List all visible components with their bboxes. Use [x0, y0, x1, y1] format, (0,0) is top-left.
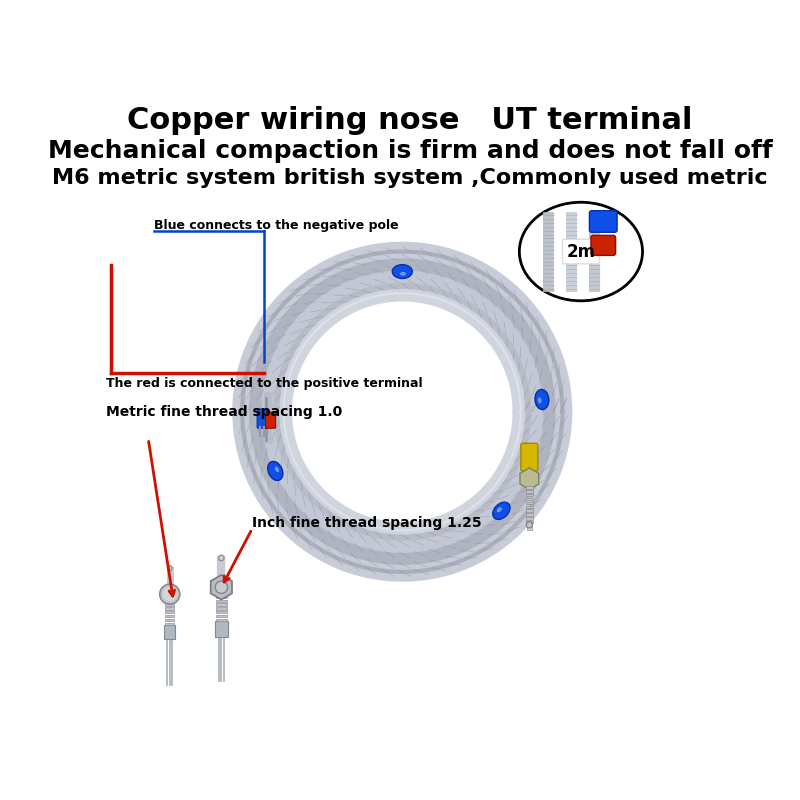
Circle shape — [215, 581, 227, 594]
Bar — [566, 211, 577, 291]
Text: M6 metric system british system ,Commonly used metric: M6 metric system british system ,Commonl… — [52, 168, 768, 188]
FancyBboxPatch shape — [591, 235, 615, 255]
Bar — [216, 615, 226, 618]
Bar — [165, 615, 174, 618]
Bar — [527, 522, 532, 530]
Ellipse shape — [538, 398, 542, 403]
Bar — [165, 599, 174, 602]
Text: Copper wiring nose   UT terminal: Copper wiring nose UT terminal — [127, 106, 693, 135]
Text: Inch fine thread spacing 1.25: Inch fine thread spacing 1.25 — [252, 516, 482, 530]
Text: Metric fine thread spacing 1.0: Metric fine thread spacing 1.0 — [106, 405, 342, 418]
Ellipse shape — [268, 462, 283, 481]
Circle shape — [167, 566, 172, 570]
FancyBboxPatch shape — [266, 412, 276, 428]
Ellipse shape — [275, 466, 279, 472]
FancyBboxPatch shape — [590, 210, 617, 232]
Bar — [215, 621, 227, 637]
FancyBboxPatch shape — [562, 239, 599, 264]
Text: 2m: 2m — [566, 242, 595, 261]
Bar — [165, 611, 174, 614]
Circle shape — [526, 522, 533, 528]
Bar — [165, 603, 174, 606]
Bar — [165, 619, 174, 621]
Bar — [216, 619, 226, 621]
Bar — [526, 506, 534, 508]
Text: Mechanical compaction is firm and does not fall off: Mechanical compaction is firm and does n… — [48, 139, 772, 163]
Circle shape — [163, 587, 177, 601]
Circle shape — [218, 555, 224, 561]
Ellipse shape — [519, 202, 642, 301]
Bar — [526, 494, 534, 496]
Bar — [216, 592, 226, 594]
Bar — [526, 490, 534, 493]
Bar — [526, 502, 534, 504]
Bar — [165, 622, 174, 625]
Bar — [216, 607, 226, 610]
Ellipse shape — [493, 502, 510, 519]
Circle shape — [160, 584, 180, 604]
Bar — [164, 625, 175, 639]
Bar — [165, 607, 174, 610]
Ellipse shape — [400, 272, 406, 276]
Ellipse shape — [497, 507, 502, 512]
FancyBboxPatch shape — [257, 409, 267, 428]
Bar — [216, 611, 226, 614]
Bar — [526, 498, 534, 500]
Bar — [216, 599, 226, 602]
Bar — [526, 514, 534, 516]
Bar — [526, 517, 534, 519]
Bar — [216, 596, 226, 598]
Bar — [216, 603, 226, 606]
Ellipse shape — [535, 390, 549, 410]
Ellipse shape — [392, 265, 412, 278]
Bar — [526, 510, 534, 512]
Bar — [543, 211, 554, 291]
Text: Blue connects to the negative pole: Blue connects to the negative pole — [154, 219, 398, 232]
Text: The red is connected to the positive terminal: The red is connected to the positive ter… — [106, 377, 422, 390]
FancyBboxPatch shape — [521, 443, 538, 471]
Bar — [526, 521, 534, 523]
Bar — [526, 486, 534, 489]
Bar — [590, 211, 600, 291]
